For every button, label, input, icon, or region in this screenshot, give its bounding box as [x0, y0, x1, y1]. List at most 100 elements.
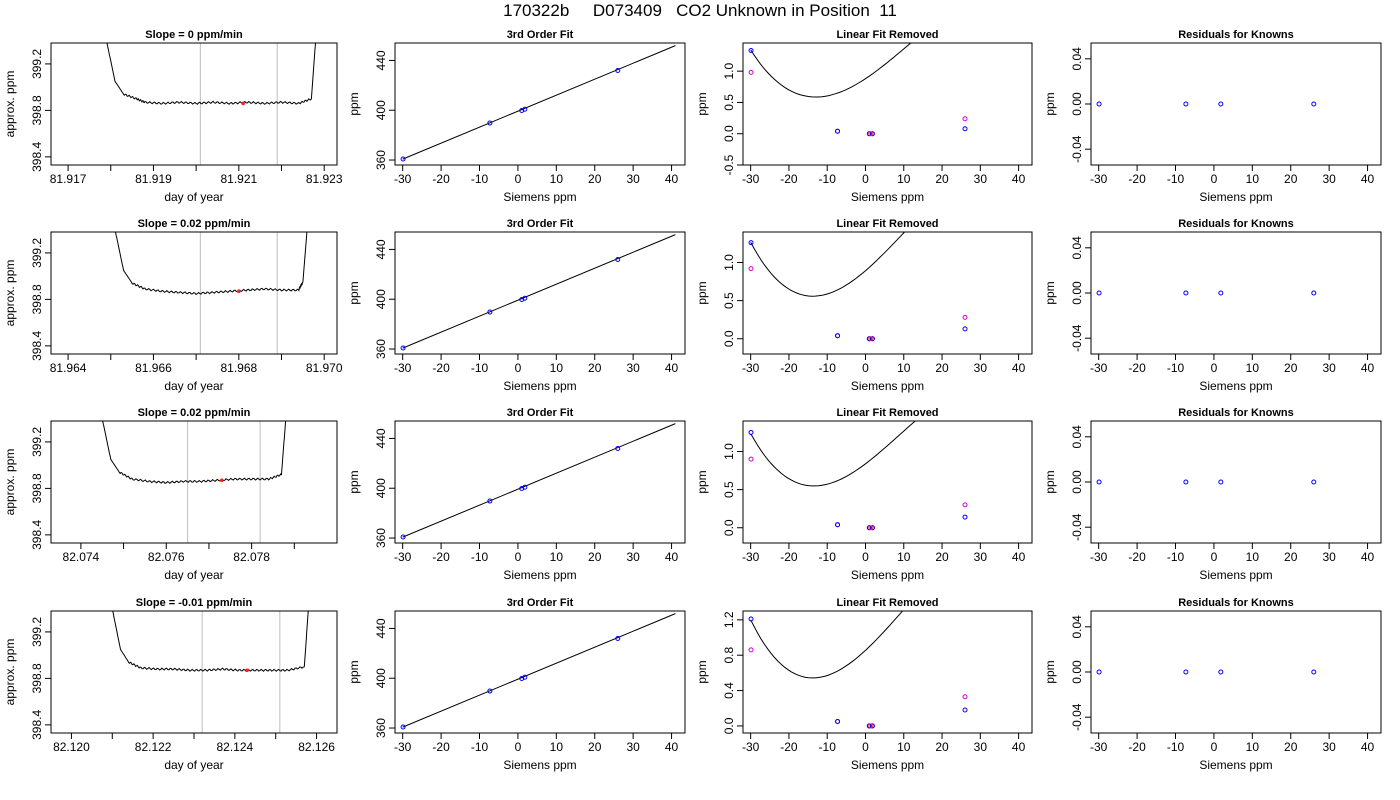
data-point [400, 345, 406, 351]
x-tick-label: 10 [897, 740, 911, 754]
x-tick-label: 20 [588, 550, 602, 564]
x-tick-label: 0 [862, 740, 869, 754]
page-title: 170322b D073409 CO2 Unknown in Position … [503, 1, 897, 20]
x-tick-label: 82.074 [63, 550, 100, 564]
x-tick-label: -30 [1090, 361, 1108, 375]
panel: Linear Fit Removed Siemens ppm ppm -30 -20 -1… [695, 597, 1033, 772]
panel: 3rd Order Fit Siemens ppm ppm -30 -20 -10 0 10 2… [347, 29, 686, 204]
x-tick-label: 0 [515, 550, 522, 564]
panel-title: Residuals for Knowns [1178, 29, 1294, 41]
panel: Slope = 0.02 ppm/min day of year approx. p… [3, 218, 343, 393]
x-tick-label: 40 [1012, 740, 1026, 754]
panel-title: Linear Fit Removed [836, 29, 938, 41]
x-tick-label: 82.126 [298, 740, 335, 754]
trace-line [102, 421, 287, 484]
x-tick-label: 10 [1246, 550, 1260, 564]
standard-point [962, 326, 968, 332]
x-tick-label: 30 [626, 172, 640, 186]
panel-title: 3rd Order Fit [507, 29, 574, 41]
y-tick-label: -0.04 [1070, 324, 1084, 352]
x-axis-label: Siemens ppm [503, 379, 576, 393]
y-tick-label: 1.0 [722, 254, 736, 271]
x-tick-label: -30 [742, 172, 760, 186]
data-point [400, 156, 406, 162]
x-tick-label: 0 [862, 361, 869, 375]
y-axis-label: ppm [1043, 660, 1057, 683]
plot-area [1096, 669, 1317, 675]
data-point [487, 309, 493, 315]
panel: Linear Fit Removed Siemens ppm ppm -30 -20 -1… [695, 218, 1033, 393]
x-tick-label: 81.919 [135, 172, 172, 186]
x-axis-label: Siemens ppm [503, 190, 576, 204]
x-axis-label: Siemens ppm [851, 190, 924, 204]
plot-frame [50, 42, 338, 166]
panel-title: Slope = -0.01 ppm/min [136, 597, 253, 609]
x-axis-label: day of year [164, 379, 223, 393]
x-axis-label: day of year [164, 568, 223, 582]
data-point [1311, 290, 1317, 296]
x-tick-label: -20 [1128, 740, 1146, 754]
y-axis-label: approx. ppm [3, 639, 17, 706]
unknown-point [748, 266, 754, 272]
y-axis-label: ppm [347, 470, 361, 493]
unknown-point [748, 647, 754, 653]
panel-title: Linear Fit Removed [836, 597, 938, 609]
y-tick-label: 398.4 [30, 142, 44, 172]
y-tick-label: 0.04 [1070, 425, 1084, 449]
x-tick-label: 10 [1246, 172, 1260, 186]
y-tick-label: 0.0 [722, 330, 736, 347]
trace-line [112, 611, 309, 672]
data-point [1218, 479, 1224, 485]
x-tick-label: -10 [819, 172, 837, 186]
x-tick-label: 40 [1012, 172, 1026, 186]
x-tick-label: 81.966 [135, 361, 172, 375]
x-tick-label: 20 [935, 172, 949, 186]
plot-area [1096, 101, 1317, 107]
y-tick-label: 0.5 [722, 94, 736, 111]
y-tick-label: 1.0 [722, 443, 736, 460]
trace-line [114, 232, 308, 296]
data-point [615, 68, 621, 74]
standard-point [962, 126, 968, 132]
x-tick-label: -10 [819, 740, 837, 754]
x-tick-label: 20 [588, 172, 602, 186]
panel-title: 3rd Order Fit [507, 597, 574, 609]
x-tick-label: -30 [394, 550, 412, 564]
y-tick-label: 0.0 [722, 519, 736, 536]
y-tick-label: 398.4 [30, 520, 44, 550]
x-tick-label: -20 [1128, 361, 1146, 375]
x-tick-label: 20 [1284, 740, 1298, 754]
y-tick-label: 398.8 [30, 284, 44, 314]
y-tick-label: 398.8 [30, 95, 44, 125]
x-tick-label: 30 [626, 550, 640, 564]
standard-point [835, 333, 841, 339]
x-tick-label: -20 [780, 740, 798, 754]
plot-area [748, 421, 968, 531]
y-tick-label: 440 [374, 618, 388, 638]
y-axis-label: ppm [1043, 281, 1057, 304]
fit-line [402, 234, 676, 349]
panel-title: Slope = 0 ppm/min [145, 29, 243, 41]
y-tick-label: 440 [374, 428, 388, 448]
panel: Residuals for Knowns Siemens ppm ppm -30 -20… [1043, 218, 1382, 393]
plot-area [112, 611, 309, 733]
x-tick-label: 0 [515, 361, 522, 375]
fit-line [402, 45, 676, 160]
panel: Residuals for Knowns Siemens ppm ppm -30 -20… [1043, 29, 1382, 204]
x-tick-label: -30 [394, 172, 412, 186]
x-tick-label: 81.968 [220, 361, 257, 375]
plot-area [748, 43, 968, 137]
x-tick-label: 0 [862, 172, 869, 186]
plot-area [748, 232, 968, 342]
data-point [1218, 669, 1224, 675]
y-tick-label: 400 [374, 289, 388, 309]
x-tick-label: -10 [1167, 172, 1185, 186]
standard-point [962, 707, 968, 713]
x-tick-label: 40 [1361, 740, 1375, 754]
x-tick-label: -20 [780, 172, 798, 186]
unknown-point [962, 314, 968, 320]
x-tick-label: 81.921 [220, 172, 257, 186]
panel: 3rd Order Fit Siemens ppm ppm -30 -20 -10 0 10 2… [347, 218, 686, 393]
y-axis-label: ppm [695, 660, 709, 683]
